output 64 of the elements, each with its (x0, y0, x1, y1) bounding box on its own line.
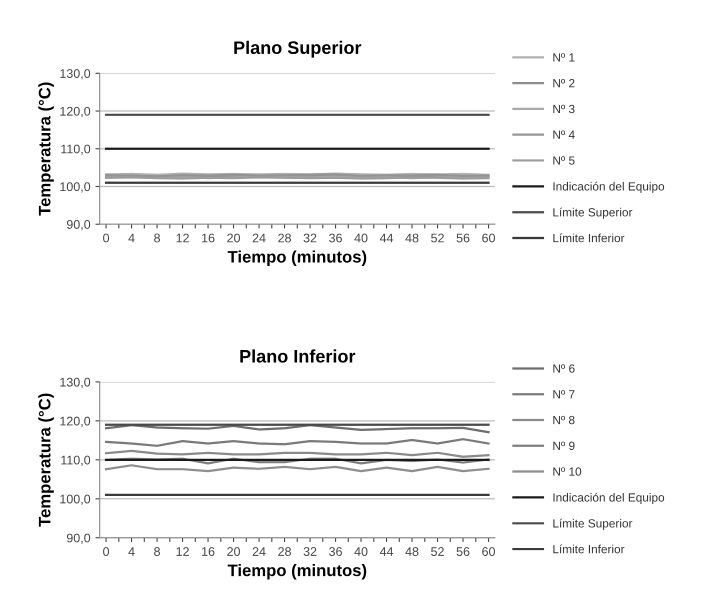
x-tick-label: 44 (380, 547, 394, 556)
y-tick-label: 100,0 (60, 494, 90, 505)
y-tick-label: 90,0 (66, 220, 90, 230)
legend-label: Nº 4 (553, 130, 575, 139)
x-tick-label: 60 (482, 547, 495, 556)
y-tick-label: 90,0 (66, 534, 90, 544)
x-tick-label: 24 (252, 547, 266, 556)
y-tick-label: 120,0 (60, 106, 90, 118)
y-tick-label: 110,0 (61, 456, 90, 466)
x-tick-label: 20 (227, 234, 240, 242)
y-tick-label: 130,0 (60, 69, 90, 80)
x-tick-label: 48 (405, 234, 418, 242)
y-tick-label: 110,0 (61, 144, 90, 155)
x-tick-label: 40 (354, 234, 368, 242)
legend-label: Nº 8 (553, 416, 575, 424)
y-tick-label: 120,0 (60, 416, 90, 428)
y-axis-title: Temperatura (°C) (38, 394, 54, 527)
legend-label: Límite Superior (553, 208, 632, 219)
x-tick-label: 36 (329, 234, 342, 242)
chart-title: Plano Inferior (240, 349, 356, 363)
x-tick-label: 4 (128, 547, 135, 556)
legend-label: Indicación del Equipo (553, 182, 664, 193)
x-tick-label: 28 (278, 547, 291, 556)
x-tick-label: 8 (154, 234, 160, 242)
x-tick-label: 0 (103, 234, 110, 242)
x-tick-label: 32 (304, 234, 316, 242)
x-axis-title: Tiempo (minutos) (228, 250, 366, 266)
x-tick-label: 52 (431, 547, 444, 556)
x-tick-label: 20 (227, 547, 240, 556)
x-tick-label: 60 (482, 234, 495, 242)
x-tick-label: 28 (278, 234, 291, 242)
legend-label: Límite Inferior (553, 233, 624, 242)
x-tick-label: 16 (202, 234, 214, 242)
x-tick-label: 12 (176, 234, 189, 242)
x-tick-label: 0 (103, 547, 110, 556)
x-tick-label: 52 (431, 234, 444, 242)
legend-label: Indicación del Equipo (553, 492, 664, 504)
x-tick-label: 44 (380, 234, 394, 242)
x-tick-label: 32 (304, 547, 316, 556)
x-tick-label: 24 (252, 234, 266, 242)
legend-label: Nº 2 (553, 79, 574, 88)
y-tick-label: 100,0 (60, 182, 90, 193)
x-tick-label: 48 (405, 547, 418, 556)
legend-label: Nº 7 (553, 390, 574, 398)
legend-label: Nº 3 (553, 104, 575, 114)
x-tick-label: 36 (329, 547, 342, 556)
x-tick-label: 16 (202, 547, 214, 556)
x-axis-title: Tiempo (minutos) (228, 564, 366, 580)
x-tick-label: 56 (456, 547, 470, 556)
y-axis-title: Temperatura (°C) (38, 82, 54, 216)
legend-label: Nº 10 (553, 467, 582, 476)
legend-label: Nº 1 (553, 53, 574, 62)
x-tick-label: 4 (128, 234, 135, 242)
y-tick-label: 130,0 (60, 378, 90, 388)
x-tick-label: 56 (456, 234, 470, 242)
legend-label: Límite Inferior (553, 544, 624, 554)
chart-title: Plano Superior (234, 40, 362, 58)
x-tick-label: 8 (154, 547, 160, 556)
legend-label: Nº 6 (553, 364, 575, 373)
x-tick-label: 40 (354, 547, 368, 556)
legend-label: Límite Superior (553, 518, 632, 530)
legend-label: Nº 5 (553, 156, 575, 165)
x-tick-label: 12 (176, 547, 189, 556)
legend-label: Nº 9 (553, 442, 575, 450)
